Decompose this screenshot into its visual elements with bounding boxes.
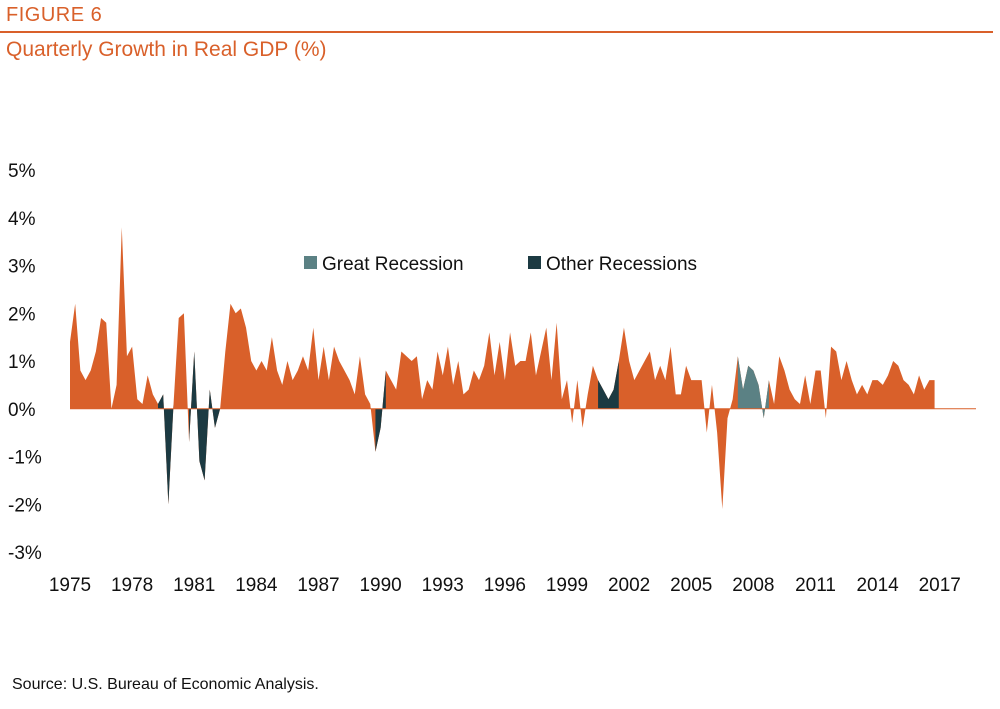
- y-tick-label: 1%: [8, 352, 36, 373]
- x-tick-label: 2002: [608, 575, 650, 596]
- x-tick-label: 1993: [422, 575, 464, 596]
- x-tick-label: 1996: [484, 575, 526, 596]
- y-tick-label: -2%: [8, 495, 42, 516]
- x-tick-label: 1984: [235, 575, 278, 596]
- legend-item: Great Recession: [304, 254, 464, 275]
- legend-swatch: [528, 256, 541, 269]
- x-tick-label: 2017: [919, 575, 961, 596]
- other-recession-area-1: [189, 351, 221, 481]
- title-rule: [0, 31, 993, 33]
- x-tick-label: 1978: [111, 575, 153, 596]
- y-tick-label: 3%: [8, 257, 36, 278]
- y-tick-label: 2%: [8, 304, 36, 325]
- y-tick-label: -1%: [8, 448, 42, 469]
- figure-title: Quarterly Growth in Real GDP (%): [6, 38, 327, 61]
- legend-swatch: [304, 256, 317, 269]
- x-tick-label: 1999: [546, 575, 588, 596]
- legend-label: Great Recession: [322, 254, 464, 275]
- source-note: Source: U.S. Bureau of Economic Analysis…: [12, 676, 319, 693]
- x-tick-label: 2008: [732, 575, 774, 596]
- legend: Great Recession Other Recessions: [304, 254, 697, 275]
- area-layer: [70, 227, 935, 510]
- x-axis-ticks: 1975 1978 1981 1984 1987 1990 1993 1996 1999 2002…: [49, 575, 961, 596]
- y-axis-ticks: -3% -2% -1% 0% 1% 2% 3% 4% 5%: [8, 161, 42, 564]
- y-tick-label: 0%: [8, 400, 36, 421]
- great-recession-area-4: [737, 356, 769, 419]
- figure-label: FIGURE 6: [6, 4, 103, 26]
- y-tick-label: 4%: [8, 209, 36, 230]
- y-tick-label: -3%: [8, 543, 42, 564]
- other-recession-area-3: [598, 361, 619, 409]
- x-tick-label: 2005: [670, 575, 712, 596]
- x-tick-label: 2011: [795, 575, 836, 596]
- x-tick-label: 1990: [359, 575, 401, 596]
- legend-item: Other Recessions: [528, 254, 697, 275]
- x-tick-label: 1987: [297, 575, 339, 596]
- other-recession-area-0: [158, 394, 174, 505]
- legend-label: Other Recessions: [546, 254, 697, 275]
- recession-layer: [158, 351, 769, 505]
- other-recession-area-2: [375, 370, 386, 452]
- x-tick-label: 1981: [173, 575, 215, 596]
- y-tick-label: 5%: [8, 161, 36, 182]
- x-tick-label: 2014: [856, 575, 899, 596]
- growth-area: [70, 227, 935, 510]
- x-tick-label: 1975: [49, 575, 91, 596]
